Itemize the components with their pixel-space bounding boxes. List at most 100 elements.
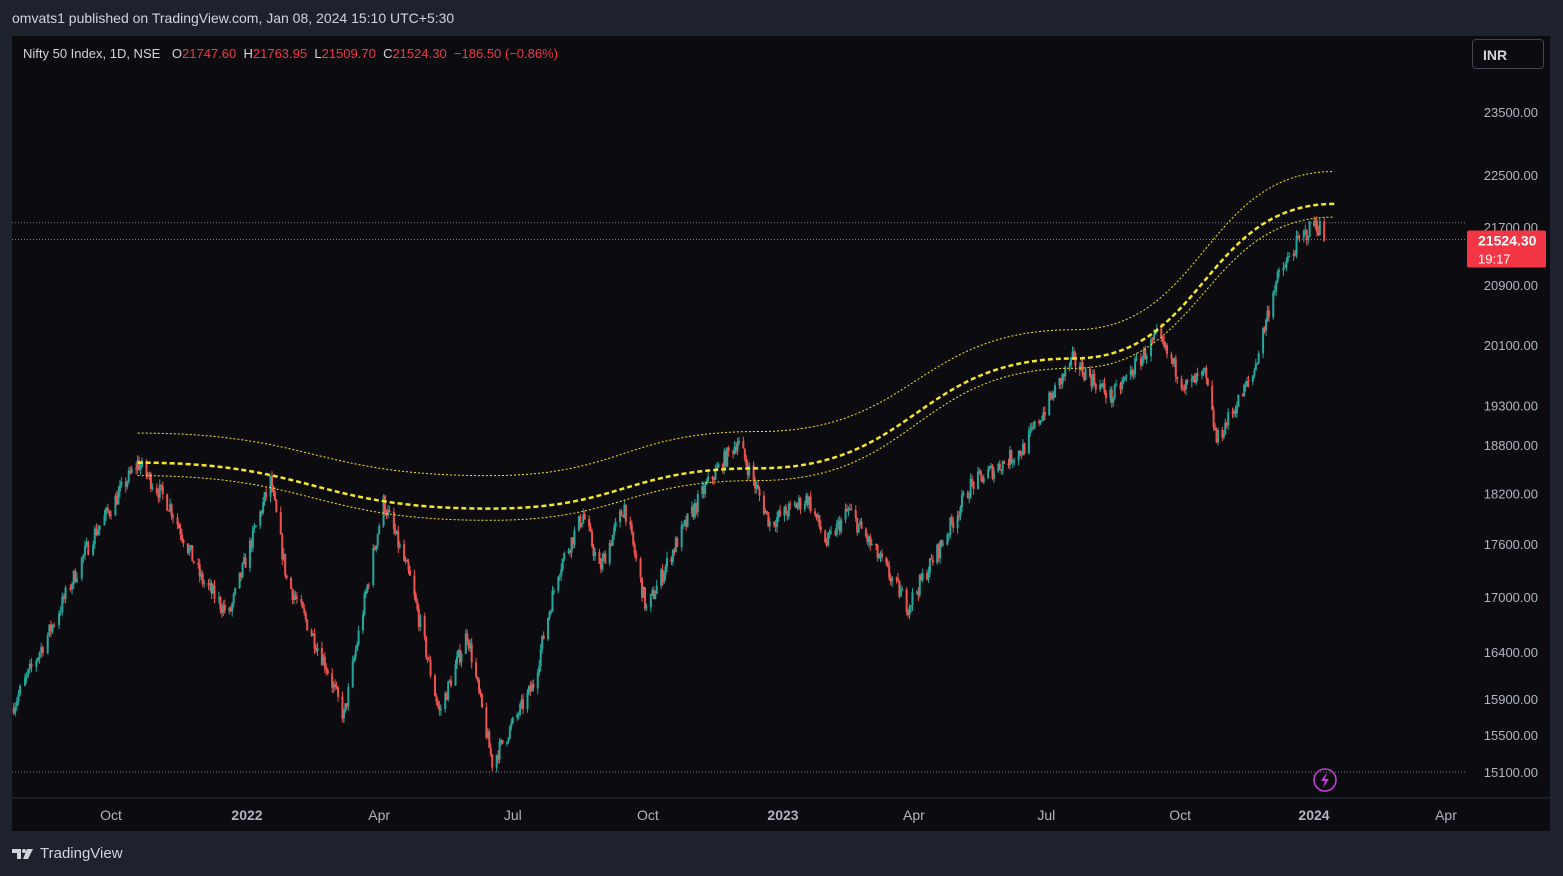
- candle: [489, 743, 492, 757]
- candle: [1135, 352, 1138, 362]
- candle: [767, 511, 770, 528]
- candle: [1043, 406, 1046, 421]
- price-chart[interactable]: 23500.0022500.0021700.0020900.0020100.00…: [12, 36, 1550, 831]
- candle: [1074, 351, 1077, 373]
- candle: [74, 568, 77, 583]
- last-price-badge-bg: [1467, 230, 1546, 268]
- candle: [519, 701, 522, 717]
- candle: [1234, 405, 1237, 418]
- time-axis: Oct 2022 Apr Jul Oct 2023 Apr Jul Oct 2024 Apr: [12, 797, 1550, 823]
- candle: [240, 572, 243, 582]
- candle: [899, 584, 902, 597]
- candle: [987, 465, 990, 479]
- candle: [752, 461, 755, 486]
- candle: [1091, 369, 1094, 389]
- candle: [497, 750, 500, 764]
- candle: [262, 496, 265, 515]
- chart-pane[interactable]: 23500.00 22500.00 21700.00 20900.00 20100.00…: [12, 36, 1550, 831]
- candle: [282, 548, 285, 561]
- candle: [388, 505, 391, 513]
- candle: [517, 711, 520, 720]
- candle: [1176, 376, 1179, 384]
- candle: [498, 738, 501, 764]
- candle: [409, 566, 412, 576]
- candle: [1142, 346, 1145, 363]
- candle: [475, 658, 478, 679]
- candle: [1273, 285, 1276, 296]
- candle: [1039, 420, 1042, 426]
- time-tick-label: Apr: [903, 807, 925, 823]
- candle: [848, 503, 851, 511]
- candle: [927, 566, 930, 583]
- candle: [53, 622, 56, 628]
- candle: [1023, 442, 1026, 455]
- candle: [1202, 367, 1205, 377]
- candle: [526, 688, 529, 713]
- candle: [594, 547, 597, 561]
- candle: [1000, 469, 1003, 475]
- candle: [624, 504, 627, 526]
- candle: [737, 436, 740, 446]
- replay-icon[interactable]: [1313, 768, 1337, 792]
- open-label: O: [171, 46, 183, 61]
- candle: [108, 510, 111, 519]
- candle: [621, 515, 624, 518]
- candle: [1081, 356, 1084, 377]
- candle: [342, 708, 345, 724]
- candle: [645, 603, 648, 611]
- candle: [1033, 420, 1036, 430]
- candle: [1093, 369, 1096, 387]
- candle: [331, 668, 334, 693]
- candle: [1212, 405, 1215, 431]
- candle: [1243, 383, 1246, 397]
- candle: [375, 545, 378, 553]
- candle: [149, 471, 152, 493]
- candle: [1084, 367, 1087, 381]
- candle: [356, 641, 359, 652]
- candle: [222, 600, 225, 617]
- candle: [1307, 235, 1310, 245]
- candle: [947, 532, 950, 541]
- candle: [990, 462, 993, 469]
- candle: [344, 703, 347, 713]
- candle: [439, 704, 442, 716]
- candle: [926, 569, 929, 581]
- candle: [1308, 220, 1311, 238]
- candle: [755, 480, 758, 494]
- candle: [639, 556, 642, 583]
- candle: [413, 569, 416, 600]
- candle: [798, 494, 801, 510]
- candle: [180, 529, 183, 543]
- candle: [551, 585, 554, 613]
- candle: [867, 535, 870, 548]
- candle: [1001, 460, 1004, 475]
- candle: [859, 518, 862, 526]
- currency-button[interactable]: INR: [1472, 39, 1544, 69]
- candle: [1298, 234, 1301, 243]
- candle: [505, 741, 508, 747]
- candle: [386, 505, 389, 519]
- candle: [746, 459, 749, 481]
- price-tick-label: 19300.00: [1484, 399, 1538, 414]
- candle: [372, 543, 375, 588]
- candle: [733, 440, 736, 456]
- candle: [1215, 427, 1218, 444]
- symbol-name[interactable]: Nifty 50 Index, 1D, NSE: [23, 46, 161, 61]
- candle: [758, 486, 761, 502]
- last-price-value: 21524.30: [1478, 233, 1537, 249]
- candle: [105, 506, 108, 521]
- candle: [532, 679, 535, 692]
- candle: [1195, 372, 1198, 386]
- candle: [815, 513, 818, 521]
- candle: [304, 610, 307, 623]
- candle: [908, 604, 911, 620]
- candle: [217, 591, 220, 604]
- price-tick-label: 18200.00: [1484, 487, 1538, 502]
- candle: [260, 510, 263, 518]
- candle: [429, 656, 432, 679]
- candle: [1080, 358, 1083, 371]
- tradingview-logo[interactable]: TradingView: [12, 845, 123, 862]
- candle: [351, 655, 354, 689]
- candle: [889, 573, 892, 586]
- candle: [599, 557, 602, 574]
